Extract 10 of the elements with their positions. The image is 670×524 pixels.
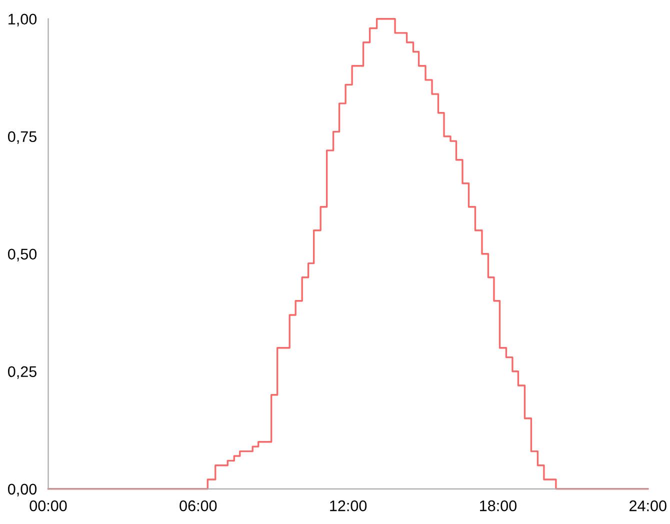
y-tick-label: 1,00 [8,14,37,26]
y-tick-label: 0,00 [8,484,37,496]
x-tick-label: 12:00 [330,500,367,512]
y-tick-label: 0,75 [8,131,36,144]
y-tick-label: 0,25 [8,366,36,379]
x-tick-label: 18:00 [480,500,516,512]
x-tick-label: 24:00 [630,500,666,512]
y-tick-label: 0,50 [8,248,37,262]
x-tick-label: 06:00 [180,500,217,512]
x-tick-label: 00:00 [30,500,67,512]
